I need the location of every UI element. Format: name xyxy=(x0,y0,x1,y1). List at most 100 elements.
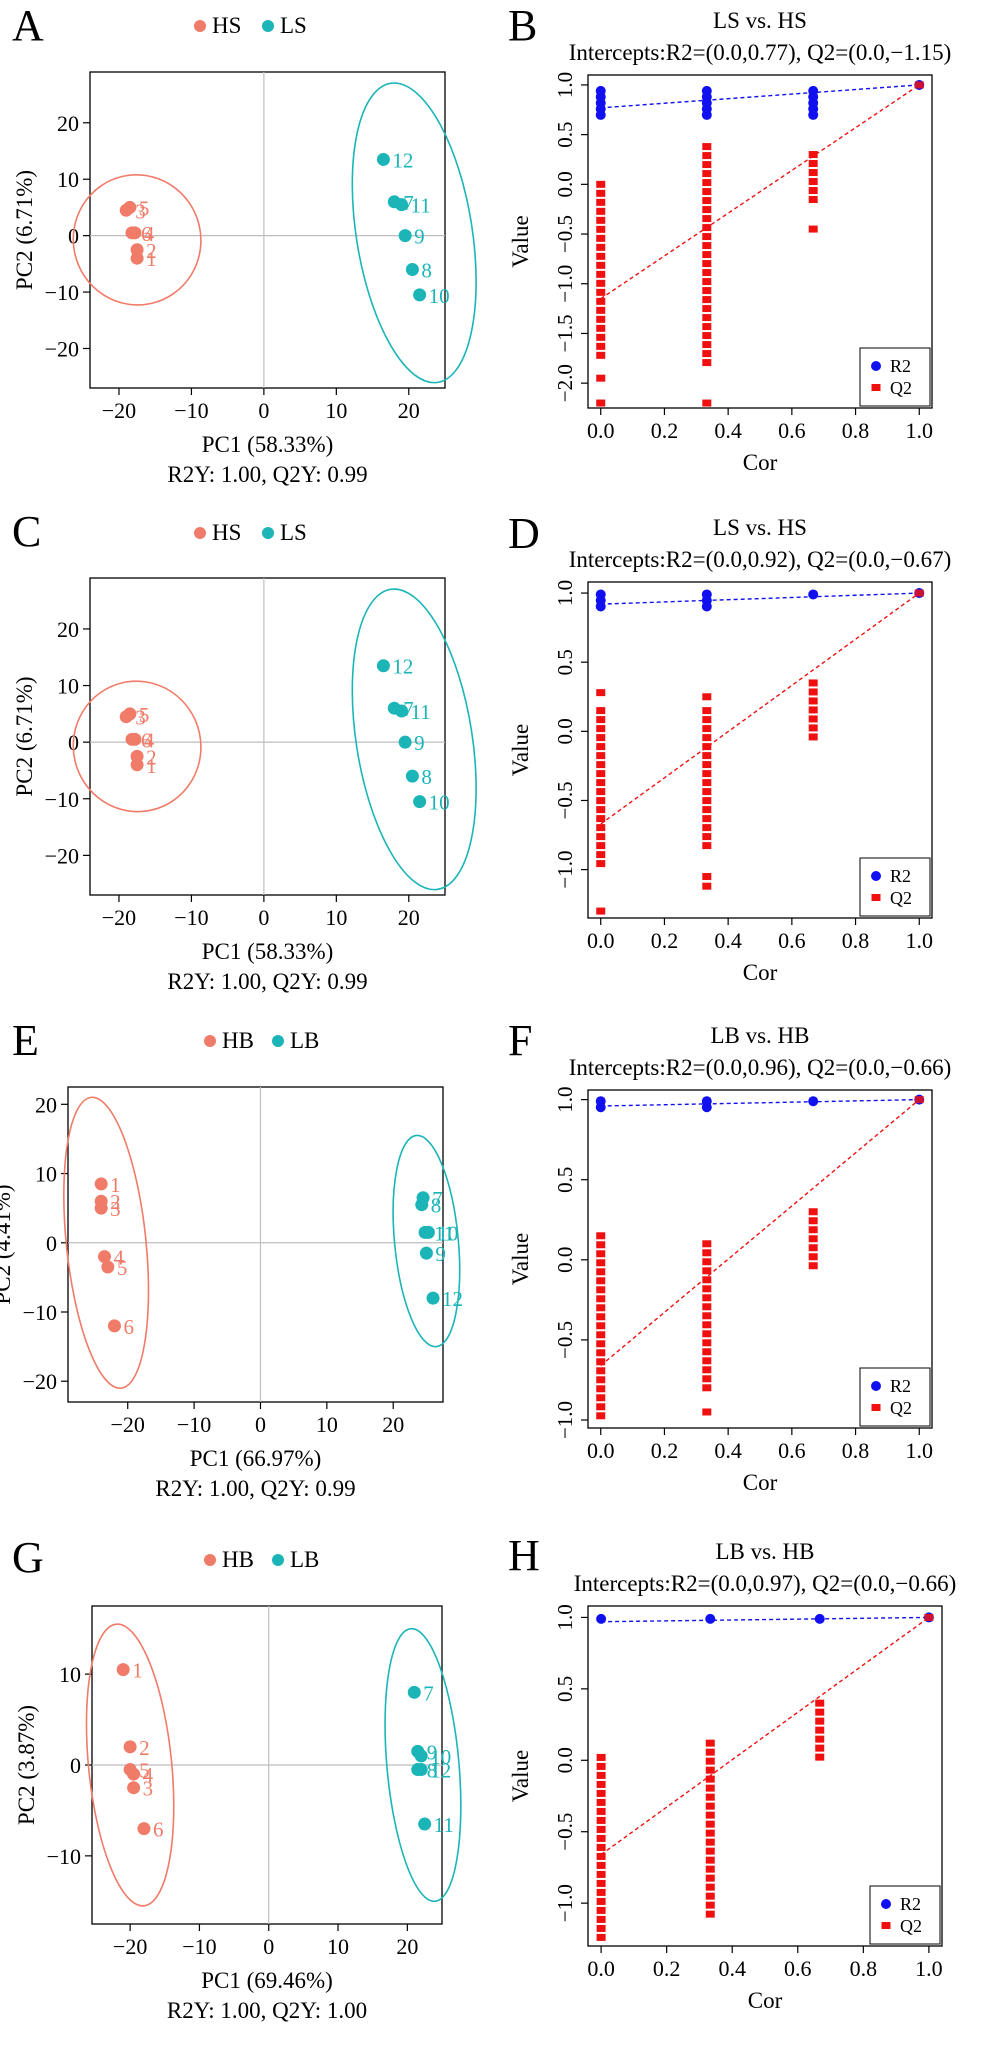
sample-label: 10 xyxy=(437,1221,458,1245)
q2-point xyxy=(705,1802,715,1810)
plot-frame xyxy=(587,1605,943,1947)
sample-label: 8 xyxy=(421,259,432,283)
q2-point xyxy=(808,1208,818,1216)
q2-point xyxy=(596,788,606,796)
q2-point xyxy=(702,197,712,205)
x-axis-title: PC1 (66.97%) xyxy=(190,1446,322,1471)
y-tick-label: 1.0 xyxy=(553,580,577,606)
sample-point xyxy=(413,795,427,809)
q2-point xyxy=(596,374,606,382)
q2-point xyxy=(705,1793,715,1801)
q2-point xyxy=(702,1276,712,1284)
q2-point xyxy=(808,733,818,741)
sample-point xyxy=(127,1781,141,1795)
r2-regression-line xyxy=(601,1616,929,1623)
q2-point xyxy=(705,1883,715,1891)
q2-point xyxy=(596,243,606,251)
q2-point xyxy=(596,1358,606,1366)
x-tick-label: −10 xyxy=(174,398,208,423)
q2-point xyxy=(596,1250,606,1258)
plot-frame xyxy=(67,1086,444,1403)
x-tick-label: 0.6 xyxy=(784,1956,812,1981)
y-tick-label: 0.0 xyxy=(553,171,577,197)
q2-point xyxy=(702,716,712,724)
panel-D: D LS vs. HS Intercepts:R2=(0.0,0.92), Q2=(… xyxy=(508,509,951,985)
q2-point xyxy=(702,359,712,367)
q2-point xyxy=(702,399,712,407)
y-axis-title: Value xyxy=(508,1750,533,1802)
legend-label: HS xyxy=(212,13,241,38)
plot-frame xyxy=(587,581,933,919)
y-tick-label: 0.0 xyxy=(553,718,577,744)
sample-point xyxy=(98,1250,112,1264)
q2-point xyxy=(702,743,712,751)
confidence-ellipse-ls xyxy=(351,588,477,891)
sample-label: 11 xyxy=(434,1813,454,1837)
q2-point xyxy=(705,1847,715,1855)
sample-label: 8 xyxy=(421,765,432,789)
q2-point xyxy=(702,188,712,196)
sample-label: 7 xyxy=(403,191,414,215)
q2-point xyxy=(596,1816,606,1824)
model-summary: R2Y: 1.00, Q2Y: 0.99 xyxy=(167,462,367,487)
q2-point xyxy=(808,697,818,705)
x-tick-label: 1.0 xyxy=(915,1956,943,1981)
q2-point xyxy=(705,1748,715,1756)
x-tick-label: 20 xyxy=(396,1934,418,1959)
q2-point xyxy=(705,1775,715,1783)
y-tick-label: 0 xyxy=(46,1231,57,1256)
q2-regression-line xyxy=(600,592,920,825)
y-tick-label: 0.5 xyxy=(553,122,577,148)
q2-point xyxy=(702,734,712,742)
x-axis-title: PC1 (69.46%) xyxy=(201,1968,333,1993)
q2-point xyxy=(596,725,606,733)
plot-frame xyxy=(587,1089,933,1429)
q2-point xyxy=(924,1613,934,1621)
x-tick-label: 0.2 xyxy=(651,418,679,443)
q2-point xyxy=(596,779,606,787)
sample-label: 3 xyxy=(135,199,146,223)
sample-label: 5 xyxy=(117,1256,128,1280)
q2-point xyxy=(596,270,606,278)
chart-subtitle: Intercepts:R2=(0.0,0.96), Q2=(0.0,−0.66) xyxy=(569,1055,952,1080)
r2-point xyxy=(808,589,819,600)
chart-title: LS vs. HS xyxy=(713,8,807,33)
q2-point xyxy=(596,761,606,769)
panel-B: B LS vs. HS Intercepts:R2=(0.0,0.77), Q2=(… xyxy=(508,1,951,475)
model-summary: R2Y: 1.00, Q2Y: 0.99 xyxy=(155,1476,355,1501)
legend-box xyxy=(859,857,931,917)
q2-point xyxy=(808,178,818,186)
q2-point xyxy=(596,189,606,197)
y-tick-label: −1.0 xyxy=(553,1401,577,1439)
q2-point xyxy=(808,151,818,159)
y-tick-label: −2.0 xyxy=(553,364,577,402)
q2-point xyxy=(596,770,606,778)
q2-point xyxy=(702,779,712,787)
sample-point xyxy=(116,1663,130,1677)
q2-point xyxy=(702,806,712,814)
q2-point xyxy=(596,1825,606,1833)
q2-point xyxy=(702,797,712,805)
legend-label: LS xyxy=(280,520,307,545)
q2-point xyxy=(808,688,818,696)
q2-point xyxy=(702,206,712,214)
q2-point xyxy=(702,296,712,304)
legend-box xyxy=(859,1367,931,1427)
q2-point xyxy=(705,1910,715,1918)
chart-title: LB vs. HB xyxy=(710,1023,809,1048)
sample-label: 2 xyxy=(146,745,157,769)
q2-point xyxy=(815,1753,825,1761)
x-axis-title: Cor xyxy=(743,450,778,475)
q2-point xyxy=(705,1856,715,1864)
q2-point xyxy=(702,1258,712,1266)
q2-point xyxy=(596,734,606,742)
q2-point xyxy=(596,1933,606,1941)
y-tick-label: −10 xyxy=(23,1300,57,1325)
sample-point xyxy=(376,152,390,166)
sample-label: 7 xyxy=(403,697,414,721)
x-tick-label: 20 xyxy=(382,1412,404,1437)
sample-label: 6 xyxy=(123,1315,134,1339)
sample-point xyxy=(123,200,137,214)
chart-subtitle: Intercepts:R2=(0.0,0.77), Q2=(0.0,−1.15) xyxy=(569,40,952,65)
